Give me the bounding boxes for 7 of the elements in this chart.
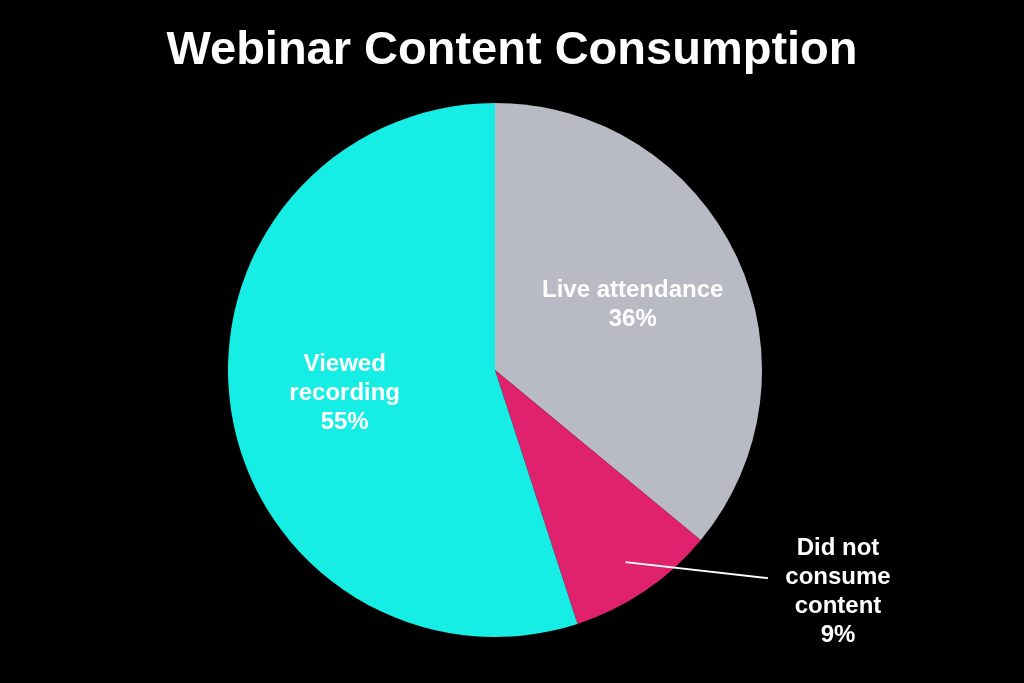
data-label: 9% [820, 619, 856, 647]
data-label: 55% [320, 407, 369, 435]
slice-label: Live attendance [542, 275, 724, 303]
slice-label: Did not consume content [785, 532, 891, 618]
data-label: 36% [608, 304, 657, 332]
chart-title: Webinar Content Consumption [165, 20, 859, 76]
slice-label: Viewed recording [289, 349, 401, 406]
